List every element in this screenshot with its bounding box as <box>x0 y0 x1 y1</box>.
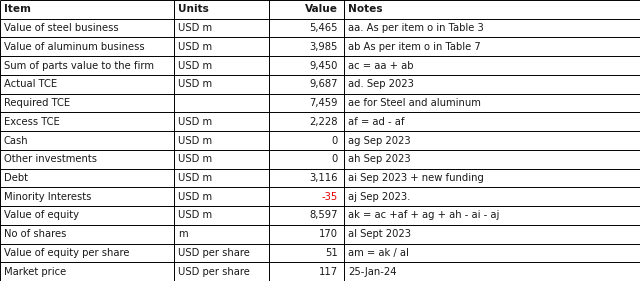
Text: USD m: USD m <box>178 117 212 127</box>
Text: al Sept 2023: al Sept 2023 <box>348 229 411 239</box>
Text: Minority Interests: Minority Interests <box>4 192 92 202</box>
Text: Required TCE: Required TCE <box>4 98 70 108</box>
Text: Value of equity per share: Value of equity per share <box>4 248 129 258</box>
Text: USD m: USD m <box>178 173 212 183</box>
Text: Item: Item <box>4 4 31 14</box>
Text: USD per share: USD per share <box>178 248 250 258</box>
Text: USD m: USD m <box>178 192 212 202</box>
Text: 0: 0 <box>332 135 338 146</box>
Text: Value of aluminum business: Value of aluminum business <box>4 42 145 52</box>
Text: ab As per item o in Table 7: ab As per item o in Table 7 <box>348 42 481 52</box>
Text: am = ak / al: am = ak / al <box>348 248 409 258</box>
Text: 0: 0 <box>332 154 338 164</box>
Text: Sum of parts value to the firm: Sum of parts value to the firm <box>4 61 154 71</box>
Text: ak = ac +af + ag + ah - ai - aj: ak = ac +af + ag + ah - ai - aj <box>348 210 500 220</box>
Text: USD m: USD m <box>178 135 212 146</box>
Text: 2,228: 2,228 <box>309 117 338 127</box>
Text: aa. As per item o in Table 3: aa. As per item o in Table 3 <box>348 23 484 33</box>
Text: ad. Sep 2023: ad. Sep 2023 <box>348 79 414 89</box>
Text: aj Sep 2023.: aj Sep 2023. <box>348 192 410 202</box>
Text: USD m: USD m <box>178 23 212 33</box>
Text: -35: -35 <box>322 192 338 202</box>
Text: Value of equity: Value of equity <box>4 210 79 220</box>
Text: 5,465: 5,465 <box>309 23 338 33</box>
Text: USD m: USD m <box>178 154 212 164</box>
Text: 9,450: 9,450 <box>310 61 338 71</box>
Text: 51: 51 <box>325 248 338 258</box>
Text: USD m: USD m <box>178 61 212 71</box>
Text: 25-Jan-24: 25-Jan-24 <box>348 267 397 277</box>
Text: Actual TCE: Actual TCE <box>4 79 57 89</box>
Text: 117: 117 <box>319 267 338 277</box>
Text: 170: 170 <box>319 229 338 239</box>
Text: Debt: Debt <box>4 173 28 183</box>
Text: USD m: USD m <box>178 210 212 220</box>
Text: USD per share: USD per share <box>178 267 250 277</box>
Text: Notes: Notes <box>348 4 383 14</box>
Text: ae for Steel and aluminum: ae for Steel and aluminum <box>348 98 481 108</box>
Text: Market price: Market price <box>4 267 66 277</box>
Text: USD m: USD m <box>178 79 212 89</box>
Text: m: m <box>178 229 188 239</box>
Text: ai Sep 2023 + new funding: ai Sep 2023 + new funding <box>348 173 484 183</box>
Text: ac = aa + ab: ac = aa + ab <box>348 61 413 71</box>
Text: No of shares: No of shares <box>4 229 66 239</box>
Text: 9,687: 9,687 <box>309 79 338 89</box>
Text: 8,597: 8,597 <box>309 210 338 220</box>
Text: Value of steel business: Value of steel business <box>4 23 118 33</box>
Text: af = ad - af: af = ad - af <box>348 117 404 127</box>
Text: Value: Value <box>305 4 338 14</box>
Text: 3,985: 3,985 <box>310 42 338 52</box>
Text: Excess TCE: Excess TCE <box>4 117 60 127</box>
Text: USD m: USD m <box>178 42 212 52</box>
Text: Other investments: Other investments <box>4 154 97 164</box>
Text: 7,459: 7,459 <box>309 98 338 108</box>
Text: ah Sep 2023: ah Sep 2023 <box>348 154 411 164</box>
Text: 3,116: 3,116 <box>309 173 338 183</box>
Text: ag Sep 2023: ag Sep 2023 <box>348 135 411 146</box>
Text: Units: Units <box>178 4 209 14</box>
Text: Cash: Cash <box>4 135 28 146</box>
